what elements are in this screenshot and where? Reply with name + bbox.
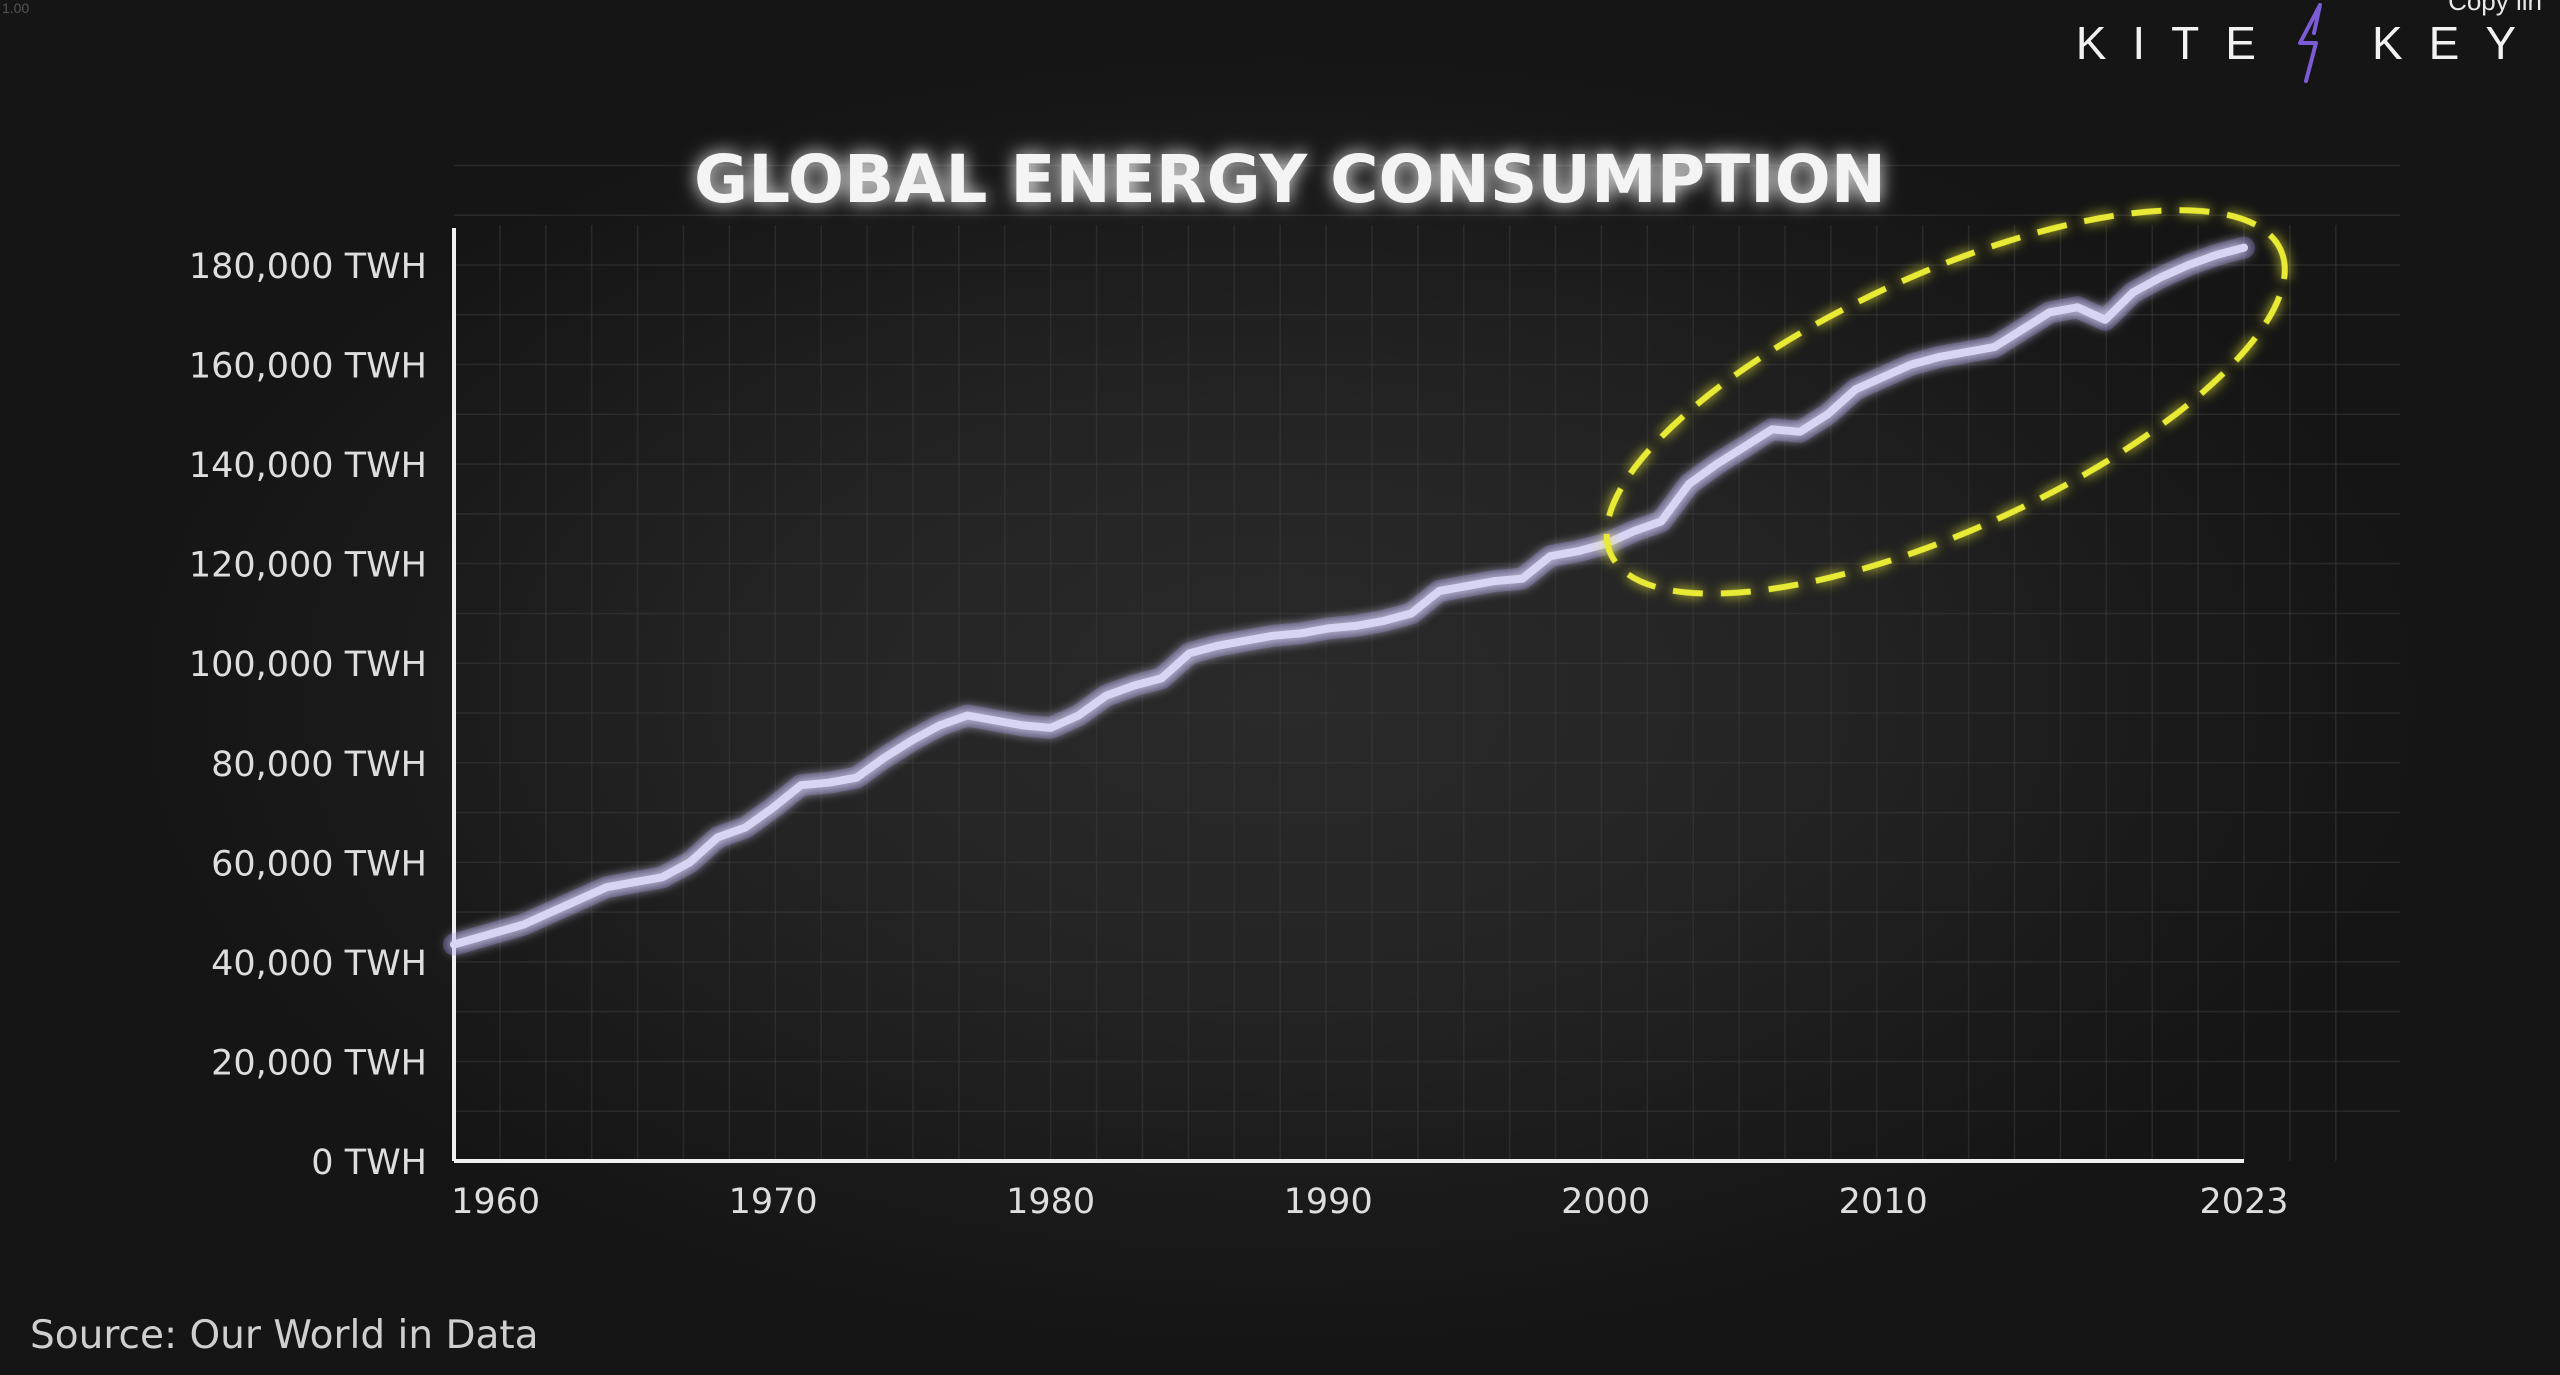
brand-word-left: KITE	[2075, 17, 2282, 69]
x-tick-label: 1990	[1284, 1182, 1373, 1222]
y-tick-label: 140,000 TWH	[189, 446, 427, 486]
series-layer	[443, 236, 2255, 956]
kite-key-logo: KITE KEY Copy lin	[2075, 0, 2542, 83]
brand-word-right: KEY	[2371, 17, 2542, 69]
y-tick-label: 160,000 TWH	[189, 347, 427, 387]
axes	[452, 228, 2244, 1163]
y-tick-label: 120,000 TWH	[189, 546, 427, 586]
axis-ticks: 0 TWH 20,000 TWH 40,000 TWH 60,000 TWH 80,00…	[189, 247, 2289, 1222]
source-caption: Source: Our World in Data	[30, 1313, 539, 1358]
grid-lines	[454, 164, 2400, 1161]
y-tick-label: 40,000 TWH	[211, 944, 427, 984]
x-tick-label: 2010	[1839, 1182, 1928, 1222]
x-tick-label: 2000	[1561, 1182, 1650, 1222]
x-tick-label: 1980	[1006, 1182, 1095, 1222]
x-tick-label: 1960	[451, 1182, 540, 1222]
y-tick-label: 100,000 TWH	[189, 645, 427, 685]
lightning-bolt-icon	[2297, 3, 2322, 83]
x-tick-label: 2023	[2199, 1182, 2288, 1222]
series-line	[450, 243, 2248, 949]
y-tick-label: 60,000 TWH	[211, 844, 427, 884]
y-tick-label: 0 TWH	[311, 1143, 427, 1183]
copy-link-text: Copy lin	[2448, 0, 2542, 16]
corner-label: 1.00	[2, 0, 30, 16]
y-tick-label: 80,000 TWH	[211, 745, 427, 785]
x-tick-label: 1970	[729, 1182, 818, 1222]
highlight-ellipse	[1603, 207, 2288, 597]
y-tick-label: 20,000 TWH	[211, 1043, 427, 1083]
highlight-layer	[1603, 207, 2288, 597]
y-tick-label: 180,000 TWH	[189, 247, 427, 287]
chart-title: GLOBAL ENERGY CONSUMPTION	[694, 141, 1886, 218]
